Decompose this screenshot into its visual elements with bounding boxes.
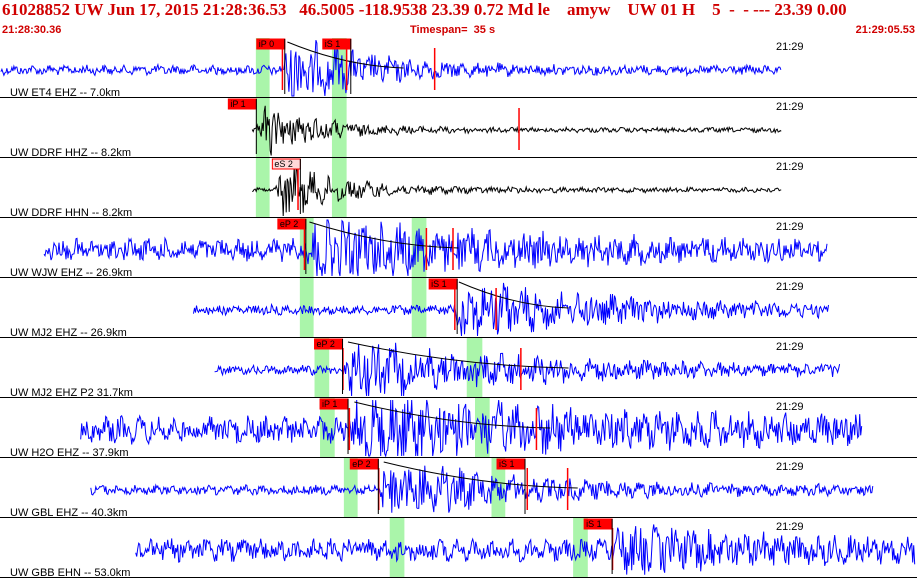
station-label: UW ET4 EHZ -- 7.0km [10, 87, 120, 99]
pick-label: iP 0 [259, 39, 274, 49]
station-label: UW MJ2 EHZ -- 26.9km [10, 327, 127, 339]
panel-time-label: 21:29 [776, 401, 804, 413]
phase-pick-flag[interactable]: eP 2 [349, 458, 379, 514]
waveform [214, 342, 841, 397]
station-label: UW GBL EHZ -- 40.3km [10, 507, 128, 519]
waveform [135, 524, 916, 575]
pick-label: iP 1 [322, 399, 337, 409]
panel-time-label: 21:29 [776, 341, 804, 353]
phase-pick-flag[interactable]: iS 1 [583, 518, 613, 574]
phase-pick-flag[interactable]: eP 2 [314, 338, 344, 394]
waveform [43, 219, 828, 277]
phase-pick-flag[interactable]: iP 0 [256, 38, 286, 94]
travel-time-curve [383, 461, 578, 489]
phase-pick-flag[interactable]: eS 2 [271, 158, 301, 214]
pick-window [255, 38, 270, 98]
phase-pick-flag[interactable]: iP 1 [227, 98, 257, 154]
station-label: UW DDRF HHN -- 8.2km [10, 207, 132, 219]
panel-time-label: 21:29 [776, 161, 804, 173]
end-time: 21:29:05.53 [855, 24, 915, 36]
trace-panel[interactable]: eP 2 21:29 UW MJ2 EHZ P2 31.7km [0, 338, 917, 399]
trace-panel[interactable]: iS 1 21:29 UW GBB EHN -- 53.0km [0, 518, 917, 579]
trace-panel[interactable]: eP 2 iS 1 21:29 UW GBL EHZ -- 40.3km [0, 458, 917, 519]
station-label: UW DDRF HHZ -- 8.2km [10, 147, 131, 159]
pick-label: iS 1 [325, 39, 341, 49]
phase-pick-flag[interactable]: iS 1 [428, 278, 458, 334]
waveform [251, 105, 782, 156]
panel-time-label: 21:29 [776, 281, 804, 293]
pick-label: eS 2 [274, 159, 293, 169]
panel-time-label: 21:29 [776, 221, 804, 233]
pick-label: iS 1 [499, 459, 515, 469]
panel-time-label: 21:29 [776, 521, 804, 533]
event-title: 61028852 UW Jun 17, 2015 21:28:36.53 46.… [2, 0, 847, 19]
pick-window [331, 158, 347, 218]
pick-label: iP 1 [230, 99, 245, 109]
waveform [193, 282, 829, 337]
panel-time-label: 21:29 [776, 101, 804, 113]
waveform [90, 465, 874, 513]
start-time: 21:28:30.36 [2, 24, 62, 36]
pick-label: iS 1 [586, 519, 602, 529]
waveform [80, 399, 863, 458]
pick-label: iS 1 [431, 279, 447, 289]
pick-window [466, 338, 483, 398]
trace-panel[interactable]: iS 1 21:29 UW MJ2 EHZ -- 26.9km [0, 278, 917, 339]
trace-panel[interactable]: eS 2 21:29 UW DDRF HHN -- 8.2km [0, 158, 917, 219]
phase-pick-flag[interactable]: eP 2 [277, 218, 307, 274]
station-label: UW MJ2 EHZ P2 31.7km [10, 387, 133, 399]
pick-label: eP 2 [352, 459, 370, 469]
phase-pick-flag[interactable]: iS 1 [322, 38, 352, 94]
pick-window [255, 158, 270, 218]
pick-window [299, 218, 314, 278]
pick-label: eP 2 [280, 219, 298, 229]
seismogram-panels[interactable]: iP 0 iS 1 21:29 UW ET4 EHZ -- 7.0km iP 1 21:2… [0, 38, 917, 580]
travel-time-curve [458, 281, 569, 309]
trace-panel[interactable]: eP 2 21:29 UW WJW EHZ -- 26.9km [0, 218, 917, 279]
panel-time-label: 21:29 [776, 41, 804, 53]
pick-label: eP 2 [317, 339, 335, 349]
trace-panel[interactable]: iP 0 iS 1 21:29 UW ET4 EHZ -- 7.0km [0, 38, 917, 99]
trace-panel[interactable]: iP 1 21:29 UW DDRF HHZ -- 8.2km [0, 98, 917, 159]
phase-pick-flag[interactable]: iP 1 [319, 398, 349, 454]
travel-time-curve [309, 221, 459, 249]
station-label: UW H2O EHZ -- 37.9km [10, 447, 129, 459]
station-label: UW WJW EHZ -- 26.9km [10, 267, 132, 279]
event-header: 61028852 UW Jun 17, 2015 21:28:36.53 46.… [0, 0, 917, 38]
phase-pick-flag[interactable]: iS 1 [496, 458, 526, 514]
pick-window [389, 518, 405, 578]
travel-time-curve [287, 41, 404, 69]
travel-time-curve [354, 401, 551, 429]
station-label: UW GBB EHN -- 53.0km [10, 567, 130, 579]
panel-time-label: 21:29 [776, 461, 804, 473]
pick-window [343, 458, 358, 518]
waveform [0, 39, 782, 97]
travel-time-curve [347, 341, 569, 369]
waveform [252, 166, 782, 217]
pick-window [331, 98, 347, 158]
trace-panel[interactable]: iP 1 21:29 UW H2O EHZ -- 37.9km [0, 398, 917, 459]
pick-window [299, 278, 314, 338]
timespan-label: Timespan= 35 s [410, 24, 496, 36]
